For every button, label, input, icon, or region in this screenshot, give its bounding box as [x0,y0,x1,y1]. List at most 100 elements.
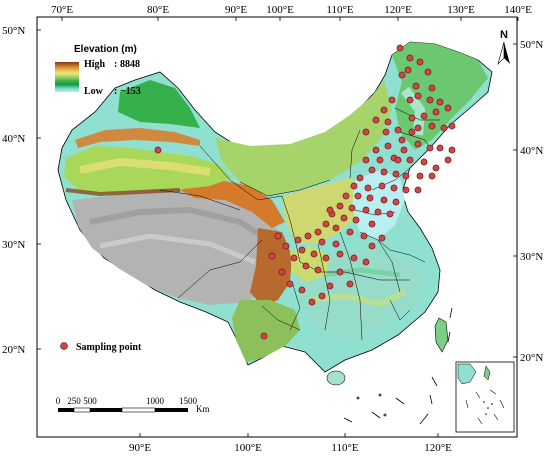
sampling-point [394,126,402,134]
top-tick-label: 100°E [266,4,294,16]
bottom-tick-label: 110°E [331,442,358,454]
sampling-point [416,172,424,180]
north-arrow-icon [504,42,510,64]
north-arrow: N [497,29,510,66]
sampling-point [408,128,416,136]
left-tick-label: 20°N [2,344,25,356]
sampling-point [380,196,388,204]
scale-bar-tick: 500 [83,396,97,406]
sampling-point [388,96,396,104]
tarim-basin [64,146,232,194]
sampling-point [310,250,318,258]
sampling-point [322,220,330,228]
sampling-point [448,146,456,154]
sampling-point [260,332,268,340]
right-tick-label: 30°N [520,251,543,263]
sampling-point [362,258,370,266]
right-tick-label: 40°N [520,145,543,157]
sampling-point [350,182,358,190]
bottom-tick-label: 120°E [424,442,452,454]
sampling-point [318,292,326,300]
sampling-point [290,254,298,262]
sampling-point [298,286,306,294]
svg-text::: : [114,59,117,70]
top-tick-label: 110°E [326,4,353,16]
sampling-point [348,204,356,212]
sampling-point [378,234,386,242]
sampling-point [282,242,290,250]
sampling-point [286,280,294,288]
sampling-point [384,118,392,126]
left-tick-label: 50°N [2,25,25,37]
sampling-point [368,220,376,228]
scale-bar-unit: Km [196,404,210,414]
sampling-point [364,184,372,192]
sampling-point [412,82,420,90]
legend-color-ramp [55,62,79,92]
sampling-point [362,156,370,164]
top-tick-label: 70°E [51,4,73,16]
sampling-point [406,54,414,62]
northern-plateau-edge [180,180,285,228]
legend-title: Elevation (m) [74,44,137,55]
top-tick-label: 140°E [504,4,532,16]
sampling-point [302,262,310,270]
right-latitude-ticks: 50°N 40°N 30°N 20°N [513,39,543,364]
sampling-point [382,128,390,136]
sampling-point [402,186,410,194]
bottom-longitude-ticks: 90°E 100°E 110°E 120°E [129,433,452,454]
sampling-point [398,136,406,144]
sampling-point [362,128,370,136]
sampling-point [428,122,436,130]
sampling-point [432,164,440,172]
sampling-point [336,202,344,210]
inset-map [455,361,515,433]
legend-low-value: −153 [120,86,141,97]
sampling-point [332,240,340,248]
left-tick-label: 40°N [2,133,25,145]
sampling-point [304,232,312,240]
sampling-point [372,116,380,124]
legend-high-value: 8848 [120,59,140,70]
sampling-point [402,172,410,180]
sampling-point [386,210,394,218]
left-tick-label: 30°N [2,239,25,251]
sampling-point [394,156,402,164]
sampling-point [314,266,322,274]
sampling-point [366,194,374,202]
right-tick-label: 50°N [520,39,543,51]
sampling-point [380,106,388,114]
sampling-point [374,208,382,216]
taiwan-island [434,317,449,353]
sampling-point [408,114,416,122]
sampling-point [326,206,334,214]
sampling-point [444,156,452,164]
sampling-point [400,146,408,154]
sampling-point [350,254,358,262]
sampling-point [268,252,276,260]
sampling-point [420,112,428,120]
sampling-point [436,144,444,152]
dzungar-basin [118,80,200,128]
sampling-point [368,242,376,250]
sampling-point [356,174,364,182]
sampling-point [406,96,414,104]
south-china-sea-islands [343,307,453,425]
sampling-point [444,104,452,112]
sampling-point-legend-label: Sampling point [76,342,142,353]
bottom-tick-label: 90°E [129,442,151,454]
sampling-point [372,146,380,154]
north-arrow-label: N [500,29,508,41]
legend-high-label: High [84,59,106,70]
sampling-point [294,236,302,244]
sampling-point [298,246,306,254]
sampling-point-legend: Sampling point [60,342,142,353]
sampling-point [336,250,344,258]
sichuan-basin [290,246,330,282]
hainan-island [326,370,346,386]
sampling-point [420,158,428,166]
yunnan-guizhou-plateau [232,300,300,362]
sampling-point [346,280,354,288]
sampling-point [448,122,456,130]
sampling-point [406,156,414,164]
